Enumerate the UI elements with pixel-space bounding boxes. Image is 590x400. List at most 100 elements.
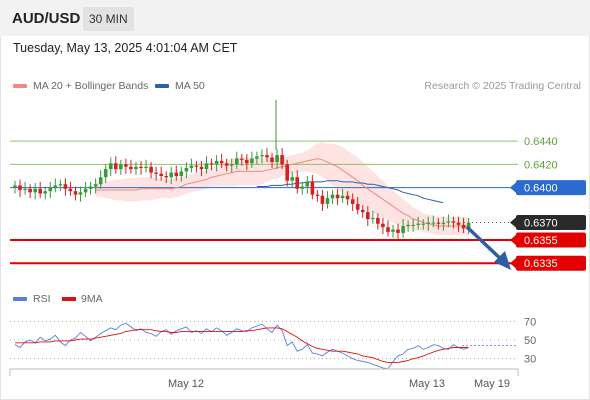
credit-text: Research © 2025 Trading Central (424, 80, 581, 92)
legend-swatch-ma20 (13, 84, 27, 89)
legend-ma50: MA 50 (155, 80, 205, 92)
candle-body (63, 184, 68, 189)
candle-body (13, 185, 17, 188)
x-tick-label: May 19 (474, 378, 510, 390)
level-label-0.6440: 0.6440 (524, 136, 558, 148)
candle-body (134, 166, 138, 170)
legend-label-ma20: MA 20 + Bollinger Bands (33, 80, 149, 92)
candle-body (350, 199, 355, 204)
candle-body (98, 177, 103, 185)
x-tick-label: May 12 (168, 378, 204, 390)
candle-body (260, 155, 264, 157)
candle-body (235, 158, 239, 165)
candle-body (229, 164, 234, 166)
candle-body (48, 187, 53, 192)
candle-body (174, 172, 179, 177)
candle-body (139, 166, 143, 168)
candle-body (179, 171, 184, 176)
candle-body (114, 163, 118, 170)
candle-body (204, 163, 209, 170)
candle-body (340, 195, 345, 199)
candle-body (285, 164, 289, 181)
candle-body (154, 172, 158, 174)
chart-header: AUD/USD 30 MIN (0, 0, 590, 36)
candle-body (270, 157, 274, 163)
candle-body (265, 155, 269, 158)
chart-datetime: Tuesday, May 13, 2025 4:01:04 AM CET (13, 41, 238, 55)
candle-body (149, 166, 153, 173)
rsi-tick-50: 50 (524, 335, 536, 347)
candle-body (391, 229, 395, 232)
level-label-0.6335: 0.6335 (524, 258, 558, 270)
candle-body (189, 165, 194, 168)
candle-body (275, 155, 279, 163)
candle-body (58, 184, 63, 186)
candle-body (441, 222, 446, 224)
candle-body (159, 173, 163, 176)
ma9-legend-swatch (62, 297, 76, 301)
candle-body (396, 229, 400, 233)
candle-body (451, 221, 456, 223)
candle-body (184, 167, 189, 172)
bollinger-band-area (95, 142, 469, 237)
level-badge-pointer (510, 233, 517, 246)
candle-body (371, 217, 375, 220)
candle-body (456, 222, 461, 225)
ma50-line (256, 180, 444, 204)
candle-body (376, 217, 380, 224)
candle-body (224, 163, 229, 166)
candle-body (144, 166, 148, 168)
candle-body (109, 163, 113, 170)
rsi-tick-30: 30 (524, 354, 536, 366)
candle-body (18, 185, 22, 190)
level-label-0.6370: 0.6370 (524, 218, 558, 230)
candle-body (83, 188, 88, 193)
candle-body (416, 223, 420, 225)
candle-body (103, 169, 108, 178)
candle-body (255, 156, 259, 159)
candle-body (401, 226, 405, 233)
candle-body (386, 227, 390, 232)
level-badge-0.6355 (516, 232, 586, 248)
candle-body (290, 177, 294, 181)
candle-body (436, 222, 441, 224)
rsi-tick-70: 70 (524, 316, 536, 328)
candle-body (164, 176, 168, 178)
candle-body (88, 186, 93, 189)
candle-body (320, 195, 325, 204)
rsi-legend-label: RSI (33, 293, 51, 305)
candle-body (315, 194, 320, 196)
candle-body (119, 164, 123, 170)
candle-body (38, 188, 42, 194)
candle-body (305, 181, 310, 187)
candle-body (295, 177, 299, 189)
rsi-line (14, 322, 469, 370)
candle-body (426, 222, 431, 224)
rsi-legend-swatch (13, 297, 27, 301)
candle-body (245, 159, 249, 164)
candle-body (361, 209, 365, 213)
candle-body (250, 158, 254, 164)
rsi-ma9-line (15, 327, 469, 363)
candle-body (355, 204, 360, 210)
candle-body (446, 221, 451, 223)
ma9-legend-label: 9MA (81, 293, 103, 305)
candle-body (280, 155, 284, 165)
candle-body (209, 163, 214, 165)
level-badge-0.6370 (516, 215, 586, 231)
candle-body (219, 160, 224, 164)
candle-body (431, 222, 436, 224)
level-badge-pointer (510, 257, 517, 270)
candle-body (330, 194, 335, 199)
candle-body (169, 172, 173, 178)
legend-label-ma50: MA 50 (175, 80, 205, 92)
candle-body (466, 222, 471, 229)
symbol-label[interactable]: AUD/USD (12, 10, 81, 27)
x-tick-label: May 13 (409, 378, 445, 390)
candle-body (411, 224, 415, 226)
interval-button[interactable]: 30 MIN (83, 7, 134, 31)
candle-body (194, 165, 199, 167)
level-badge-0.6400 (516, 180, 586, 196)
candle-body (53, 185, 58, 188)
